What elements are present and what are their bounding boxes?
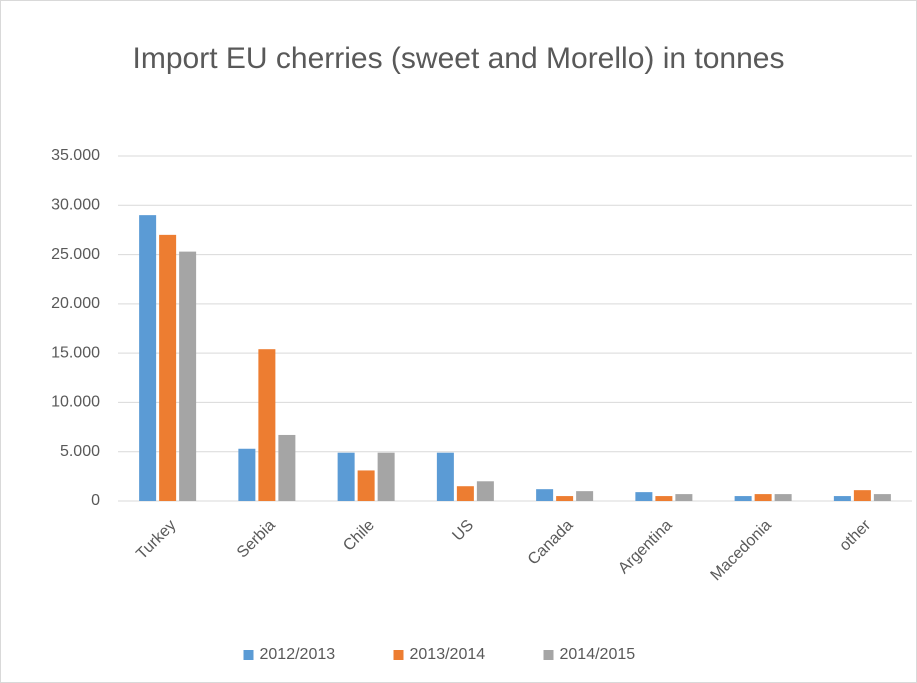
x-tick-label: other bbox=[836, 516, 874, 554]
bar bbox=[556, 496, 574, 501]
x-tick-label: Canada bbox=[525, 517, 577, 569]
bar bbox=[476, 481, 494, 501]
bar bbox=[675, 494, 693, 501]
y-tick-label: 30.000 bbox=[51, 197, 100, 214]
y-tick-label: 35.000 bbox=[51, 147, 100, 164]
legend-label: 2012/2013 bbox=[260, 646, 336, 663]
bar bbox=[238, 448, 256, 501]
legend-label: 2014/2015 bbox=[560, 646, 636, 663]
y-tick-label: 15.000 bbox=[51, 344, 100, 361]
legend-swatch bbox=[393, 650, 404, 660]
bar bbox=[139, 215, 157, 501]
chart-title: Import EU cherries (sweet and Morello) i… bbox=[132, 42, 785, 75]
x-tick-label: Turkey bbox=[133, 517, 179, 563]
bar bbox=[456, 486, 474, 501]
bar bbox=[853, 490, 871, 501]
bar bbox=[655, 496, 673, 501]
y-tick-label: 5.000 bbox=[60, 443, 100, 460]
bar bbox=[436, 452, 454, 501]
y-tick-label: 0 bbox=[91, 492, 100, 509]
bar bbox=[754, 494, 772, 501]
legend-label: 2013/2014 bbox=[410, 646, 486, 663]
legend-swatch bbox=[543, 650, 554, 660]
bar bbox=[873, 494, 891, 501]
bar bbox=[357, 470, 375, 501]
bar bbox=[179, 251, 197, 501]
bar bbox=[377, 452, 395, 501]
bar bbox=[337, 452, 355, 501]
legend-swatch bbox=[243, 650, 254, 660]
x-tick-label: Chile bbox=[340, 517, 378, 555]
x-tick-label: Argentina bbox=[615, 517, 676, 578]
bar bbox=[536, 489, 554, 501]
bar bbox=[576, 491, 594, 501]
y-tick-label: 20.000 bbox=[51, 295, 100, 312]
bar bbox=[734, 496, 752, 501]
bar bbox=[774, 494, 792, 501]
bar bbox=[258, 349, 276, 501]
y-tick-label: 10.000 bbox=[51, 394, 100, 411]
bar bbox=[278, 434, 296, 501]
bar bbox=[159, 234, 177, 501]
bar bbox=[635, 492, 653, 501]
x-tick-label: US bbox=[449, 517, 477, 545]
bar bbox=[833, 496, 851, 501]
y-tick-label: 25.000 bbox=[51, 246, 100, 263]
x-tick-label: Macedonia bbox=[708, 517, 775, 584]
x-tick-label: Serbia bbox=[234, 517, 279, 562]
